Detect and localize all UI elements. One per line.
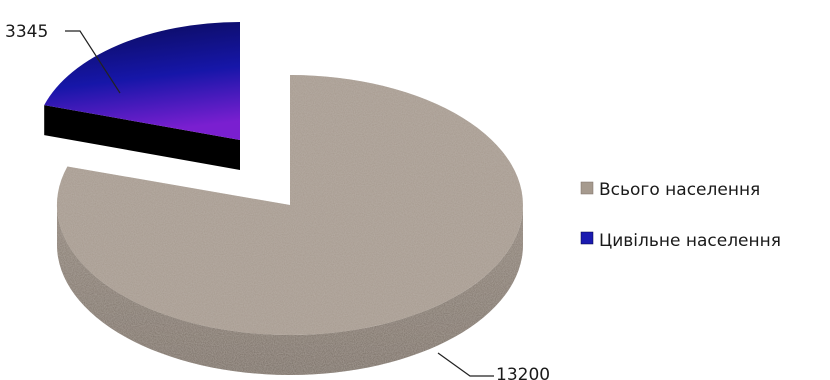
legend-swatch-tsyvilne-naselennia (580, 231, 594, 245)
legend-label-vsoho-naselennia: Всього населення (599, 180, 760, 200)
data-label-13200: 13200 (496, 365, 550, 380)
data-label-leader-13200 (437, 352, 494, 377)
pie-slice-tsyvilne-naselennia-side (44, 105, 241, 170)
pie-slice-tsyvilne-naselennia (44, 22, 241, 170)
pie-slice-vsoho-naselennia (56, 75, 523, 375)
legend-label-tsyvilne-naselennia: Цивільне населення (599, 231, 781, 251)
pie-slice-vsoho-naselennia-top (56, 75, 523, 335)
pie-slice-vsoho-naselennia-side (57, 205, 523, 375)
data-label-3345: 3345 (5, 22, 48, 42)
legend: Всього населення Цивільне населення (580, 180, 781, 251)
data-label-leader-3345 (65, 30, 121, 94)
legend-swatch-vsoho-naselennia (580, 181, 594, 195)
pie-slice-tsyvilne-naselennia-top (44, 22, 241, 140)
